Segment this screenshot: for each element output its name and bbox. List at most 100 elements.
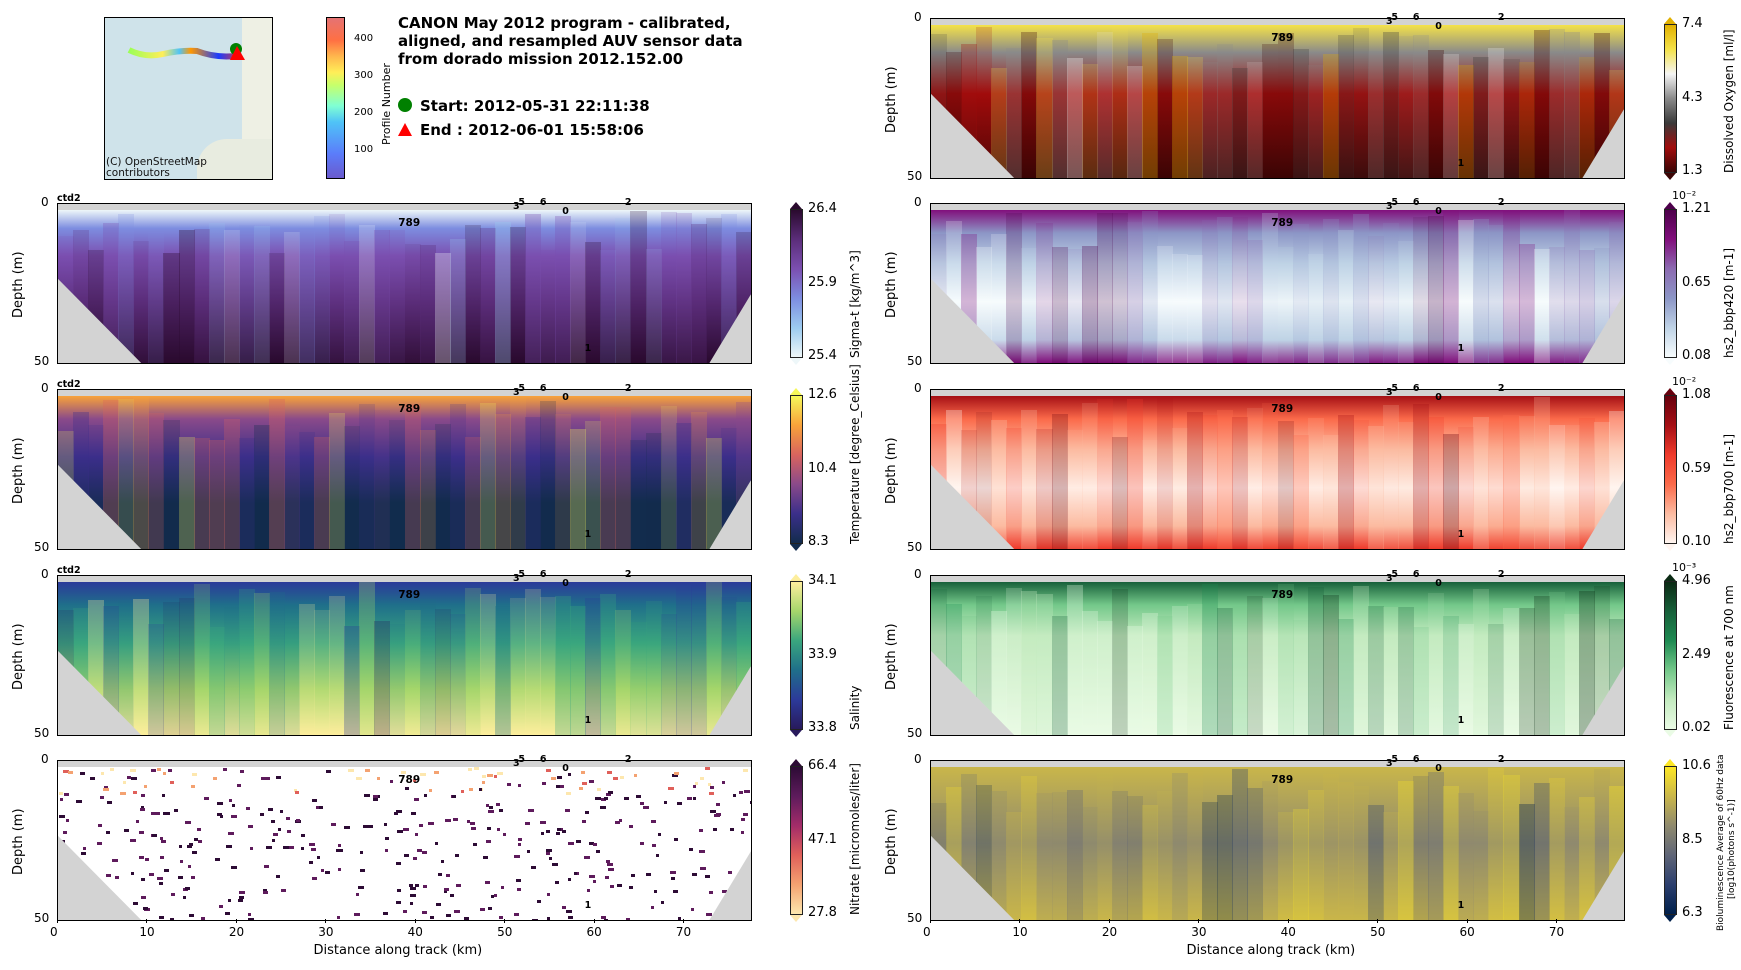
xtick-label: 70 [1548, 925, 1565, 939]
top-mark-label: 5 [518, 197, 526, 208]
nitrate-sample [497, 771, 504, 775]
colorbar-extend-max [1664, 202, 1676, 209]
mid-mark-label: 789 [1271, 774, 1294, 786]
nitrate-sample [164, 869, 169, 873]
nitrate-sample [619, 776, 625, 780]
nitrate-sample [373, 798, 379, 802]
colorbar-tick: 0.10 [1682, 534, 1711, 549]
profile-column [223, 418, 240, 549]
nitrate-sample [587, 888, 591, 892]
nitrate-sample [552, 863, 558, 867]
nitrate-sample [497, 827, 501, 831]
ytick-50: 50 [907, 354, 923, 368]
nitrate-sample [532, 919, 538, 920]
nitrate-sample [547, 916, 551, 920]
profile-column [1096, 31, 1113, 178]
nitrate-sample [566, 909, 572, 913]
nitrate-sample [670, 876, 676, 880]
ytick-50: 50 [34, 911, 50, 925]
nitrate-sample [482, 856, 489, 860]
plot-right-4 [930, 760, 1625, 921]
profile-column [1202, 583, 1219, 735]
y-axis-label: Depth (m) [884, 250, 899, 318]
nitrate-sample [419, 773, 426, 777]
nitrate-sample [396, 829, 403, 833]
xtick-label: 60 [586, 925, 602, 939]
nitrate-sample [692, 784, 696, 788]
plot-right-1 [930, 203, 1625, 364]
nitrate-sample [237, 783, 241, 787]
nitrate-sample [174, 809, 179, 813]
profile-column [374, 620, 391, 735]
mid-mark-label: 789 [398, 774, 421, 786]
profile-column [404, 610, 421, 735]
profile-column [1548, 591, 1565, 735]
nitrate-sample [384, 836, 390, 840]
nitrate-sample [169, 918, 174, 920]
profile-column [1217, 794, 1234, 920]
profile-column [615, 217, 632, 363]
colorbar-label: Bioluminescence Average of 60Hz data [1716, 754, 1726, 931]
nitrate-sample [584, 811, 589, 815]
y-axis-label: Depth (m) [884, 807, 899, 875]
profile-column [1277, 584, 1294, 735]
profile-column [1352, 420, 1369, 549]
nitrate-sample [567, 772, 572, 776]
nitrate-sample [600, 798, 606, 802]
nitrate-sample [404, 787, 410, 791]
nitrate-sample [106, 873, 112, 877]
colorbar-extend-max [790, 574, 802, 581]
profile-column [299, 228, 316, 363]
nitrate-sample [356, 893, 360, 897]
profile-column [1232, 68, 1249, 178]
nitrate-sample [300, 834, 305, 838]
nitrate-sample [593, 879, 597, 883]
nitrate-sample [614, 820, 620, 824]
profile-column [1172, 254, 1189, 363]
nitrate-sample [485, 840, 492, 844]
nitrate-sample [494, 774, 498, 778]
profile-column [1382, 31, 1400, 178]
colorbar-tick: 25.9 [808, 274, 837, 290]
nitrate-sample [501, 885, 505, 889]
profile-column [163, 420, 180, 549]
nitrate-sample [416, 848, 422, 852]
nitrate-sample [467, 819, 471, 823]
nitrate-sample [660, 900, 664, 904]
profile-column [675, 586, 692, 735]
nitrate-sample [708, 791, 715, 795]
colorbar-label: hs2_bbp700 [m-1] [1722, 433, 1736, 544]
map-credit: (C) OpenStreetMap contributors [106, 157, 207, 179]
nitrate-sample [440, 860, 444, 864]
nitrate-sample [82, 847, 87, 851]
nitrate-sample [482, 774, 486, 778]
nitrate-sample [699, 866, 706, 870]
profile-column [1563, 31, 1580, 178]
profile-column [1473, 218, 1490, 363]
nitrate-sample [583, 856, 590, 860]
profile-column [1021, 591, 1038, 735]
ytick-50: 50 [34, 726, 50, 740]
nitrate-sample [204, 796, 209, 800]
profile-column [1578, 250, 1595, 363]
nitrate-sample [576, 840, 582, 844]
colorbar-label: Sigma-t [kg/m^3] [848, 250, 862, 358]
profile-column [359, 582, 376, 735]
profile-column [1187, 411, 1204, 549]
top-mark-label: 2 [1497, 383, 1505, 394]
profile-column [1518, 607, 1535, 735]
nitrate-sample [158, 915, 165, 919]
profile-column [1111, 25, 1128, 178]
profile-column [540, 597, 557, 735]
nitrate-sample [749, 800, 751, 804]
bottom-mark-label: 1 [584, 343, 592, 354]
profile-column [479, 228, 496, 363]
nitrate-sample [550, 776, 557, 780]
xtick-label: 30 [318, 925, 334, 939]
nitrate-sample [159, 855, 165, 859]
profile-column [1533, 596, 1550, 735]
nitrate-sample [99, 795, 105, 799]
profile-column [1111, 437, 1128, 549]
y-axis-label: Depth (m) [884, 622, 899, 690]
nitrate-sample [608, 791, 613, 795]
